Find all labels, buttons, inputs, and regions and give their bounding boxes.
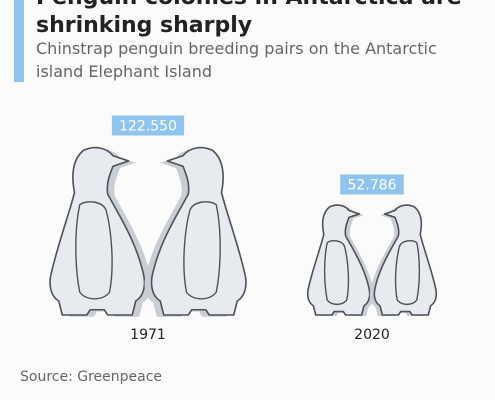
chart-subtitle: Chinstrap penguin breeding pairs on the …	[36, 39, 437, 81]
value-label-badge	[111, 115, 185, 136]
accent-bar	[14, 0, 24, 82]
penguin-belly	[183, 201, 221, 300]
penguin-belly	[394, 240, 421, 306]
penguin-icon	[144, 146, 247, 317]
penguin-icon	[369, 204, 438, 317]
penguin-body	[150, 146, 247, 316]
penguin-pictogram-chart: 122.550 1971 52.786 2020	[49, 115, 438, 343]
value-label-badge	[340, 174, 404, 195]
source-note: Source: Greenpeace	[20, 369, 163, 385]
category-label: 2020	[354, 327, 390, 343]
category-label: 1971	[130, 327, 166, 343]
value-label: 52.786	[348, 177, 397, 193]
penguin-body	[49, 146, 146, 316]
value-label: 122.550	[119, 119, 177, 135]
chart-title: Penguin colonies in Antarctica are shrin…	[36, 0, 462, 38]
penguin-icon	[49, 146, 152, 317]
penguin-belly	[75, 201, 113, 300]
penguin-icon	[306, 204, 375, 317]
penguin-body	[373, 204, 438, 316]
penguin-belly	[323, 240, 350, 306]
penguin-body	[306, 204, 371, 316]
